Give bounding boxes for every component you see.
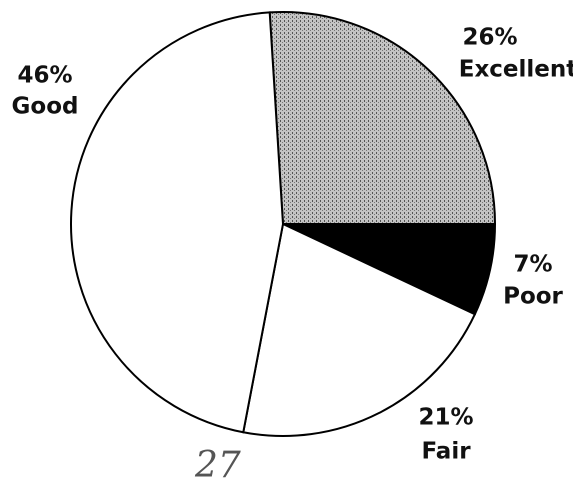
category-label: Good xyxy=(12,94,79,120)
value-label: 21% xyxy=(418,405,473,431)
pie-slice xyxy=(70,11,285,434)
value-label: 46% xyxy=(17,63,72,89)
value-label: 7% xyxy=(513,252,552,278)
value-label: 26% xyxy=(462,25,517,51)
pie-slice xyxy=(242,222,477,437)
category-label: Poor xyxy=(503,284,563,310)
category-label: Excellent xyxy=(459,57,573,83)
annotation: 27 xyxy=(194,445,241,486)
pie-slice xyxy=(268,11,497,225)
category-label: Fair xyxy=(421,439,471,465)
